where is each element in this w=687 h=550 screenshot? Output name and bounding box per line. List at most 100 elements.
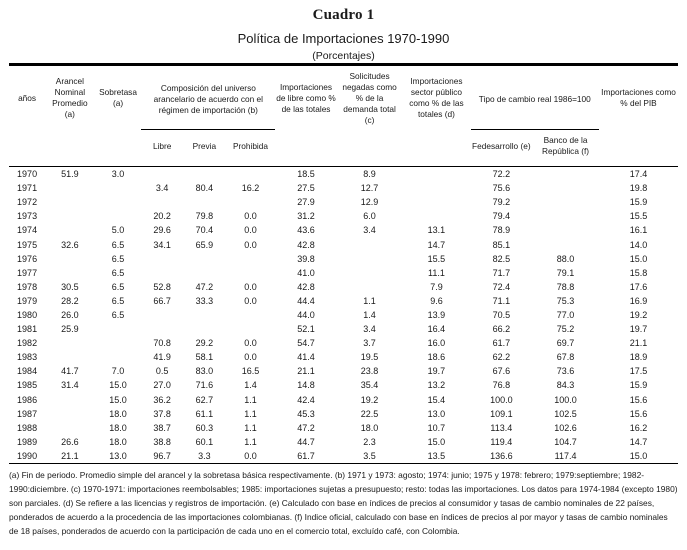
cell-libre: 36.2 — [153, 394, 171, 405]
cell-previa — [183, 167, 226, 182]
cell-imp_libre: 18.5 — [297, 169, 315, 180]
cell-banco_republica — [532, 209, 599, 223]
cell-sector_publico: 16.4 — [427, 324, 446, 335]
cell-prohibida: 0.0 — [244, 225, 257, 236]
cell-imp_libre: 45.3 — [297, 408, 315, 419]
cell-imp_libre: 27.9 — [297, 197, 315, 208]
cell-prohibida: 0.0 — [244, 295, 257, 306]
cell-arancel — [45, 336, 95, 350]
cell-solicitudes: 3.4 — [363, 324, 376, 335]
cell-prohibida — [226, 195, 276, 209]
cell-year: 1970 — [17, 169, 38, 180]
cell-solicitudes: 6.0 — [363, 211, 376, 222]
cell-imp_libre: 54.7 — [297, 338, 315, 349]
subheader-empty — [45, 129, 95, 168]
cell-sobretasa: 18.0 — [109, 408, 127, 419]
cell-imp_libre: 42.8 — [297, 281, 315, 292]
cell-prohibida: 0.0 — [244, 211, 257, 222]
column-header-anos: años — [18, 92, 37, 103]
cell-banco_republica: 75.3 — [556, 295, 575, 306]
cell-year: 1974 — [17, 225, 38, 236]
table-row: 1972 27.9 12.9 79.2 15.9 — [9, 195, 678, 209]
cell-prohibida: 0.0 — [244, 281, 257, 292]
cell-sobretasa: 5.0 — [111, 225, 125, 236]
cell-imp_libre: 43.6 — [297, 225, 315, 236]
cell-imp_libre: 42.4 — [297, 394, 315, 405]
cell-prohibida: 1.4 — [244, 380, 257, 391]
cell-banco_republica: 79.1 — [556, 267, 575, 278]
cell-libre: 38.8 — [153, 436, 171, 447]
subheader-empty — [275, 129, 337, 168]
cell-libre: 29.6 — [153, 225, 171, 236]
cell-year: 1984 — [17, 366, 38, 377]
cell-prohibida — [226, 252, 276, 266]
cell-sector_publico: 15.5 — [427, 253, 446, 264]
cell-year: 1983 — [17, 352, 38, 363]
cell-arancel — [45, 209, 95, 223]
column-header-arancel: Arancel Nominal Promedio (a) — [52, 76, 88, 120]
cell-banco_republica: 100.0 — [554, 394, 577, 405]
table-body: 1970 51.9 3.0 18.5 8.9 72.2 17.4 1971 3.4 80.4 16.… — [9, 167, 678, 465]
table-row: 1975 32.6 6.5 34.1 65.9 0.0 42.8 14.7 85.1 14.0 — [9, 238, 678, 252]
cell-prohibida: 16.5 — [241, 366, 260, 377]
cell-previa: 83.0 — [195, 366, 214, 377]
cell-previa: 80.4 — [195, 183, 214, 194]
cell-sobretasa: 15.0 — [109, 380, 127, 391]
cell-prohibida — [226, 266, 276, 280]
column-header-solicitudes: Solicitudes negadas como % de la demanda… — [342, 71, 397, 125]
cell-sobretasa: 3.0 — [111, 169, 125, 180]
cell-sobretasa: 6.5 — [111, 239, 125, 250]
cell-solicitudes — [337, 280, 403, 294]
cell-pib: 14.0 — [629, 239, 648, 250]
cell-sobretasa: 7.0 — [111, 366, 125, 377]
cell-imp_libre: 47.2 — [297, 422, 315, 433]
cell-fedesarrollo: 67.6 — [492, 366, 511, 377]
cell-arancel — [45, 421, 95, 435]
cell-fedesarrollo: 119.4 — [490, 436, 513, 447]
cell-pib: 19.2 — [629, 310, 648, 320]
cell-sector_publico: 15.4 — [427, 394, 446, 405]
cell-banco_republica: 77.0 — [556, 310, 575, 320]
subheader-empty — [94, 129, 142, 168]
cell-banco_republica — [532, 238, 599, 252]
cell-previa: 79.8 — [195, 211, 214, 222]
cell-fedesarrollo: 66.2 — [492, 324, 511, 335]
cell-previa: 60.1 — [195, 436, 214, 447]
cell-arancel: 26.0 — [61, 310, 79, 320]
cell-banco_republica: 102.5 — [554, 408, 577, 419]
cell-fedesarrollo: 70.5 — [492, 310, 511, 320]
cell-libre: 70.8 — [153, 338, 171, 349]
cell-pib: 19.7 — [629, 324, 648, 335]
cell-banco_republica: 78.8 — [556, 281, 575, 292]
cell-previa — [183, 195, 226, 209]
cell-previa: 29.2 — [195, 338, 214, 349]
cell-year: 1981 — [17, 324, 38, 335]
cell-sobretasa: 6.5 — [111, 295, 125, 306]
cell-pib: 15.9 — [629, 380, 648, 391]
subheader-prohibida: Prohibida — [225, 129, 276, 168]
cell-pib: 16.1 — [629, 225, 648, 236]
cell-solicitudes: 1.1 — [363, 295, 376, 306]
cell-fedesarrollo: 113.4 — [490, 422, 513, 433]
cell-imp_libre: 27.5 — [297, 183, 315, 194]
cell-pib: 15.6 — [629, 408, 648, 419]
unit-label: (Porcentajes) — [312, 50, 375, 62]
cell-pib: 15.9 — [629, 197, 648, 208]
subheader-empty — [402, 129, 471, 168]
table-row: 1979 28.2 6.5 66.7 33.3 0.0 44.4 1.1 9.6 71.1 75.3… — [9, 294, 678, 308]
cell-sobretasa: 13.0 — [94, 448, 142, 465]
cell-sobretasa — [95, 181, 142, 195]
cell-libre: 41.9 — [153, 352, 171, 363]
cell-pib: 14.7 — [629, 436, 648, 447]
cell-previa: 62.7 — [195, 394, 214, 405]
cell-prohibida: 1.1 — [244, 408, 257, 419]
cell-imp_libre: 44.7 — [297, 436, 315, 447]
cell-imp_libre: 39.8 — [297, 253, 315, 264]
cell-year: 1978 — [17, 281, 38, 292]
cell-banco_republica: 75.2 — [556, 324, 575, 335]
cell-arancel: 28.2 — [61, 295, 79, 306]
table-row: 1986 15.0 36.2 62.7 1.1 42.4 19.2 15.4 100.0 100.… — [9, 393, 678, 407]
cell-arancel: 30.5 — [61, 281, 79, 292]
cell-libre — [141, 322, 182, 336]
cell-banco_republica — [532, 167, 599, 182]
